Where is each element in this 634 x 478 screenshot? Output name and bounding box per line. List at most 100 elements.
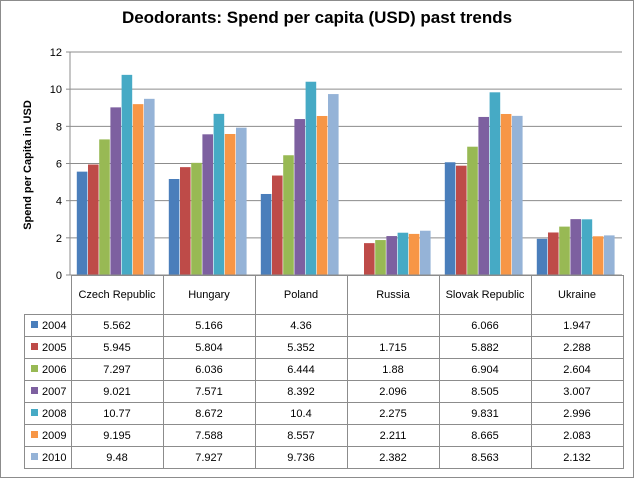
data-label: 7.297: [70, 358, 164, 381]
x-tick-label: Ukraine: [530, 275, 624, 315]
legend-entry: 2009: [24, 424, 72, 447]
bar: [110, 107, 121, 275]
legend-label: 2008: [42, 407, 67, 420]
y-tick-label: 2: [56, 233, 62, 245]
table-row: 2006 7.297 6.036 6.444 1.88 6.904 2.604: [24, 358, 624, 381]
bar: [305, 81, 317, 275]
data-label: 7.927: [162, 446, 256, 469]
legend-entry: 2005: [24, 336, 72, 359]
bar: [260, 193, 272, 275]
legend-swatch: [31, 320, 38, 328]
legend-label: 2007: [42, 385, 67, 398]
data-label: 5.945: [70, 336, 164, 359]
bar: [467, 146, 478, 275]
data-label: 1.715: [346, 336, 440, 359]
y-tick-label: 8: [56, 121, 62, 133]
legend-entry: 2006: [24, 358, 72, 381]
legend-label: 2005: [42, 341, 67, 354]
bar: [364, 243, 375, 275]
bar: [500, 113, 512, 275]
data-label: 2.288: [530, 336, 624, 359]
data-label: 7.588: [162, 424, 256, 447]
bar: [478, 116, 489, 275]
bar: [316, 115, 328, 275]
bar: [283, 155, 294, 275]
y-tick-label: 4: [56, 196, 62, 208]
table-row: 2007 9.021 7.571 8.392 2.096 8.505 3.007: [24, 380, 624, 403]
legend-label: 2006: [42, 363, 67, 376]
bar: [570, 219, 581, 275]
legend-entry: 2010: [24, 446, 72, 469]
bar: [121, 74, 133, 275]
bar: [88, 164, 99, 275]
bar: [76, 171, 88, 275]
data-label: 2.096: [346, 380, 440, 403]
legend-label: 2010: [42, 451, 67, 464]
table-corner: [24, 275, 72, 315]
data-label: 2.275: [346, 402, 440, 425]
data-label: 6.036: [162, 358, 256, 381]
bar: [132, 104, 144, 275]
x-tick-label: Poland: [254, 275, 348, 315]
x-tick-label: Russia: [346, 275, 440, 315]
data-label: 5.352: [254, 336, 348, 359]
data-label: 9.195: [70, 424, 164, 447]
data-label: 3.007: [530, 380, 624, 403]
data-label: [346, 314, 440, 337]
data-label: 8.672: [162, 402, 256, 425]
bar: [397, 232, 409, 275]
data-table-body: 2004 5.562 5.166 4.36 6.066 1.947 2005 5.945 5.8…: [24, 314, 624, 469]
data-label: 8.665: [438, 424, 532, 447]
bar: [144, 98, 155, 275]
legend-swatch: [31, 452, 38, 460]
data-label: 10.77: [70, 402, 164, 425]
legend-label: 2009: [42, 429, 67, 442]
data-label: 7.571: [162, 380, 256, 403]
data-label: 8.505: [438, 380, 532, 403]
data-label: 2.211: [346, 424, 440, 447]
data-label: 6.444: [254, 358, 348, 381]
legend-swatch: [31, 386, 38, 394]
data-label: 2.083: [530, 424, 624, 447]
legend-entry: 2008: [24, 402, 72, 425]
bar: [420, 230, 431, 275]
bar: [489, 92, 501, 275]
data-label: 9.736: [254, 446, 348, 469]
data-label: 8.563: [438, 446, 532, 469]
data-label: 6.904: [438, 358, 532, 381]
category-header-row: Czech Republic Hungary Poland Russia Slovak …: [24, 275, 624, 315]
bar: [328, 94, 339, 275]
data-label: 2.382: [346, 446, 440, 469]
data-label: 9.021: [70, 380, 164, 403]
bar: [224, 133, 236, 275]
legend-label: 2004: [42, 319, 67, 332]
x-tick-label: Hungary: [162, 275, 256, 315]
bar: [213, 113, 225, 275]
y-tick-label: 12: [50, 47, 62, 59]
table-row: 2010 9.48 7.927 9.736 2.382 8.563 2.132: [24, 446, 624, 469]
data-label: 8.392: [254, 380, 348, 403]
table-row: 2008 10.77 8.672 10.4 2.275 9.831 2.996: [24, 402, 624, 425]
bar: [375, 240, 386, 275]
bar: [202, 134, 213, 275]
bar: [581, 219, 593, 275]
bar: [99, 139, 110, 275]
bar: [294, 119, 305, 275]
chart-title: Deodorants: Spend per capita (USD) past …: [121, 8, 513, 27]
bar: [386, 236, 397, 275]
x-tick-label: Czech Republic: [70, 275, 164, 315]
data-label: 5.804: [162, 336, 256, 359]
bar: [168, 179, 180, 275]
legend-entry: 2007: [24, 380, 72, 403]
legend-swatch: [31, 342, 38, 350]
data-label: 5.882: [438, 336, 532, 359]
y-tick-label: 6: [56, 159, 62, 171]
legend-swatch: [31, 430, 38, 438]
data-label: 2.996: [530, 402, 624, 425]
data-label: 6.066: [438, 314, 532, 337]
legend-swatch: [31, 364, 38, 372]
bar: [559, 226, 570, 275]
data-label: 5.166: [162, 314, 256, 337]
y-tick-label: 10: [50, 84, 62, 96]
bar: [444, 162, 456, 275]
